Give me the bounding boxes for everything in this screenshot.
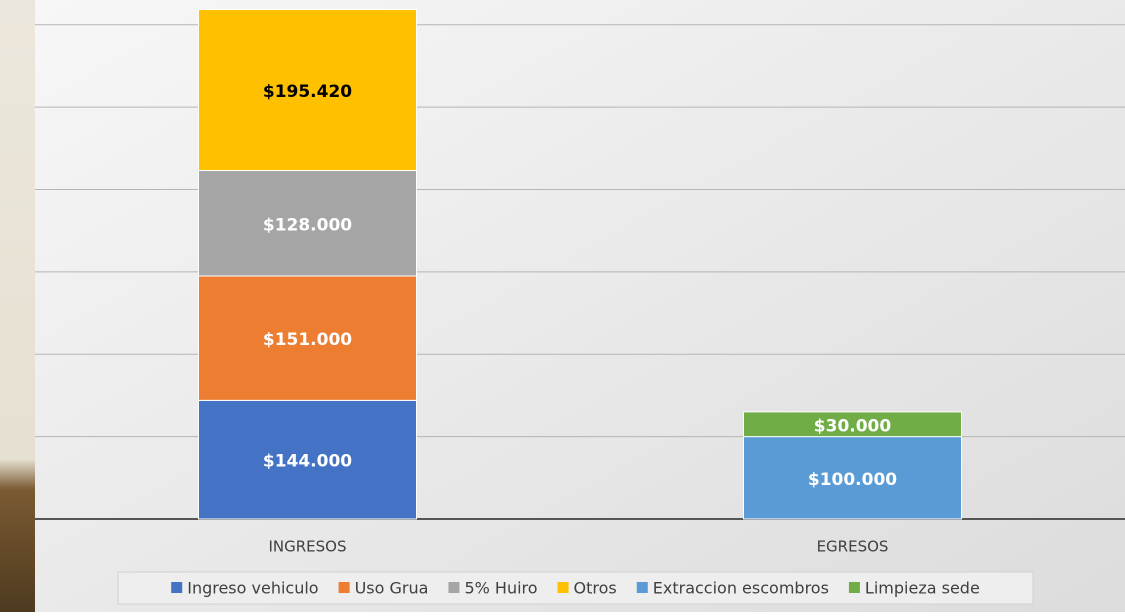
data-label: $144.000: [263, 452, 352, 472]
legend-label: Otros: [574, 579, 617, 598]
legend-label: Uso Grua: [355, 579, 429, 598]
legend-swatch: [339, 582, 350, 593]
x-tick-label: EGRESOS: [817, 538, 889, 556]
x-tick-label: INGRESOS: [268, 538, 346, 556]
data-label: $151.000: [263, 330, 352, 350]
legend-label: 5% Huiro: [464, 579, 537, 598]
chart: INGRESOS $144.000 $151.000 $128.000 $195.420…: [0, 0, 1125, 612]
legend-label: Ingreso vehiculo: [187, 579, 318, 598]
legend-swatch: [558, 582, 569, 593]
legend-swatch: [171, 582, 182, 593]
legend-label: Extraccion escombros: [653, 579, 829, 598]
data-label: $30.000: [814, 416, 892, 436]
legend-label: Limpieza sede: [865, 579, 980, 598]
page: {"chart_data": {"type": "stacked_bar", "…: [0, 0, 1125, 612]
data-label: $195.420: [263, 82, 352, 102]
legend-swatch: [637, 582, 648, 593]
data-label: $128.000: [263, 215, 352, 235]
legend-swatch: [849, 582, 860, 593]
side-strip: [0, 0, 36, 612]
data-label: $100.000: [808, 470, 897, 490]
legend-swatch: [448, 582, 459, 593]
